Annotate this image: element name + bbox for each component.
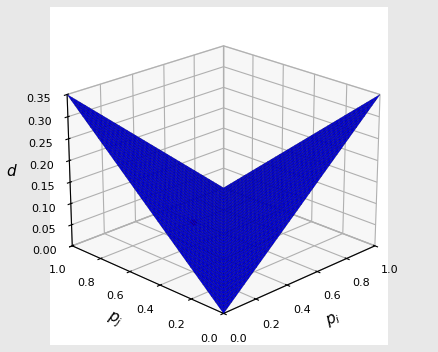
X-axis label: $p_i$: $p_i$ (323, 310, 343, 330)
Y-axis label: $p_j$: $p_j$ (104, 309, 124, 331)
